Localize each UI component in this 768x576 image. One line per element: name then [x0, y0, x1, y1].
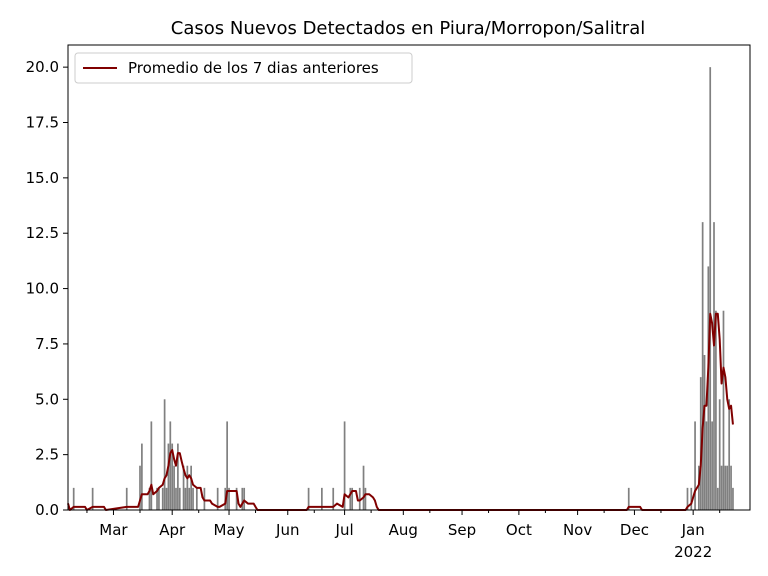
- y-tick-label: 10.0: [26, 280, 59, 298]
- bar-mark: [716, 487, 719, 510]
- y-tick-label: 17.5: [26, 114, 59, 132]
- bar-mark: [186, 465, 189, 510]
- x-tick-label: Jan: [681, 521, 705, 539]
- bar-mark: [707, 266, 710, 510]
- bar-mark: [188, 487, 191, 510]
- bar-mark: [698, 465, 700, 510]
- x-tick-label: Oct: [506, 521, 532, 539]
- x-tick-label: Nov: [563, 521, 592, 539]
- bar-mark: [175, 487, 177, 510]
- bar-mark: [732, 487, 734, 510]
- bar-mark: [730, 465, 732, 510]
- line-layer: [67, 312, 734, 511]
- legend: Promedio de los 7 dias anteriores: [74, 52, 413, 84]
- bar-mark: [332, 487, 335, 510]
- x-tick-label: Aug: [389, 521, 418, 539]
- bar-mark: [715, 310, 717, 510]
- bar-mark: [358, 487, 361, 510]
- bar-mark: [703, 355, 706, 510]
- bar-mark: [165, 487, 168, 510]
- x-tick-label: Jul: [335, 521, 354, 539]
- bar-mark: [184, 487, 187, 510]
- bar-mark: [694, 421, 696, 510]
- legend-box: [74, 52, 413, 84]
- bar-mark: [156, 487, 158, 510]
- bar-mark: [91, 487, 94, 510]
- y-tick-label: 0.0: [35, 501, 59, 519]
- bar-mark: [720, 465, 723, 510]
- bar-mark: [226, 421, 228, 510]
- bar-mark: [190, 465, 192, 510]
- bar-mark: [171, 443, 174, 510]
- bar-mark: [139, 465, 141, 510]
- bar-mark: [351, 487, 354, 510]
- bar-mark: [216, 487, 219, 510]
- x-tick-label: Apr: [159, 521, 186, 539]
- x-tick-label: Sep: [448, 521, 476, 539]
- bar-mark: [686, 487, 689, 510]
- bar-mark: [726, 465, 729, 510]
- bar-mark: [141, 443, 143, 510]
- bar-mark: [177, 443, 179, 510]
- bar-mark: [167, 443, 170, 510]
- x-axis: Mar Apr May Jun Jul Aug Sep Oct Nov Dec Jan 2022: [86, 510, 721, 561]
- bar-mark: [321, 487, 323, 510]
- legend-label: Promedio de los 7 dias anteriores: [128, 59, 379, 77]
- y-tick-label: 15.0: [26, 169, 59, 187]
- bar-mark: [125, 487, 128, 510]
- bar-mark: [169, 421, 172, 510]
- bar-mark: [163, 399, 166, 510]
- bar-mark: [148, 487, 151, 510]
- bar-mark: [711, 421, 713, 510]
- bar-mark: [228, 487, 230, 510]
- bar-mark: [724, 465, 727, 510]
- bars-layer: [72, 67, 734, 510]
- bar-mark: [150, 421, 153, 510]
- bar-mark: [701, 222, 704, 510]
- x-tick-label: Mar: [99, 521, 128, 539]
- bar-mark: [72, 487, 75, 510]
- bar-mark: [362, 465, 365, 510]
- bar-mark: [690, 487, 693, 510]
- series-line-average: [67, 312, 734, 511]
- bar-mark: [705, 421, 708, 510]
- y-tick-label: 7.5: [35, 335, 59, 353]
- y-tick-label: 12.5: [26, 224, 59, 242]
- bar-mark: [713, 222, 715, 510]
- bar-mark: [343, 421, 346, 510]
- bar-mark: [728, 399, 731, 510]
- bar-mark: [243, 487, 246, 510]
- bar-mark: [195, 487, 198, 510]
- bar-mark: [173, 465, 175, 510]
- plot-frame: [67, 44, 751, 511]
- bar-mark: [699, 377, 702, 510]
- bar-mark: [718, 399, 721, 510]
- bar-mark: [722, 310, 725, 510]
- bar-mark: [627, 487, 630, 510]
- bar-mark: [182, 465, 185, 510]
- y-tick-label: 5.0: [35, 390, 59, 408]
- bar-mark: [158, 487, 160, 510]
- bar-mark: [709, 67, 712, 510]
- y-tick-label: 20.0: [26, 58, 59, 76]
- x-tick-label: Jun: [275, 521, 299, 539]
- x-tick-label: May: [214, 521, 245, 539]
- bar-mark: [364, 487, 367, 510]
- bar-mark: [192, 487, 194, 510]
- bar-mark: [307, 487, 310, 510]
- y-axis: 0.0 2.5 5.0 7.5 10.0 12.5 15.0 17.5 20.0: [26, 58, 68, 519]
- bar-mark: [178, 487, 181, 510]
- bar-mark: [349, 487, 352, 510]
- bar-mark: [161, 487, 164, 510]
- x-tick-label: Dec: [620, 521, 649, 539]
- y-tick-label: 2.5: [35, 446, 59, 464]
- x-year-label: 2022: [674, 543, 712, 561]
- bar-mark: [235, 487, 238, 510]
- chart-title: Casos Nuevos Detectados en Piura/Morropo…: [171, 18, 645, 39]
- bar-mark: [241, 487, 244, 510]
